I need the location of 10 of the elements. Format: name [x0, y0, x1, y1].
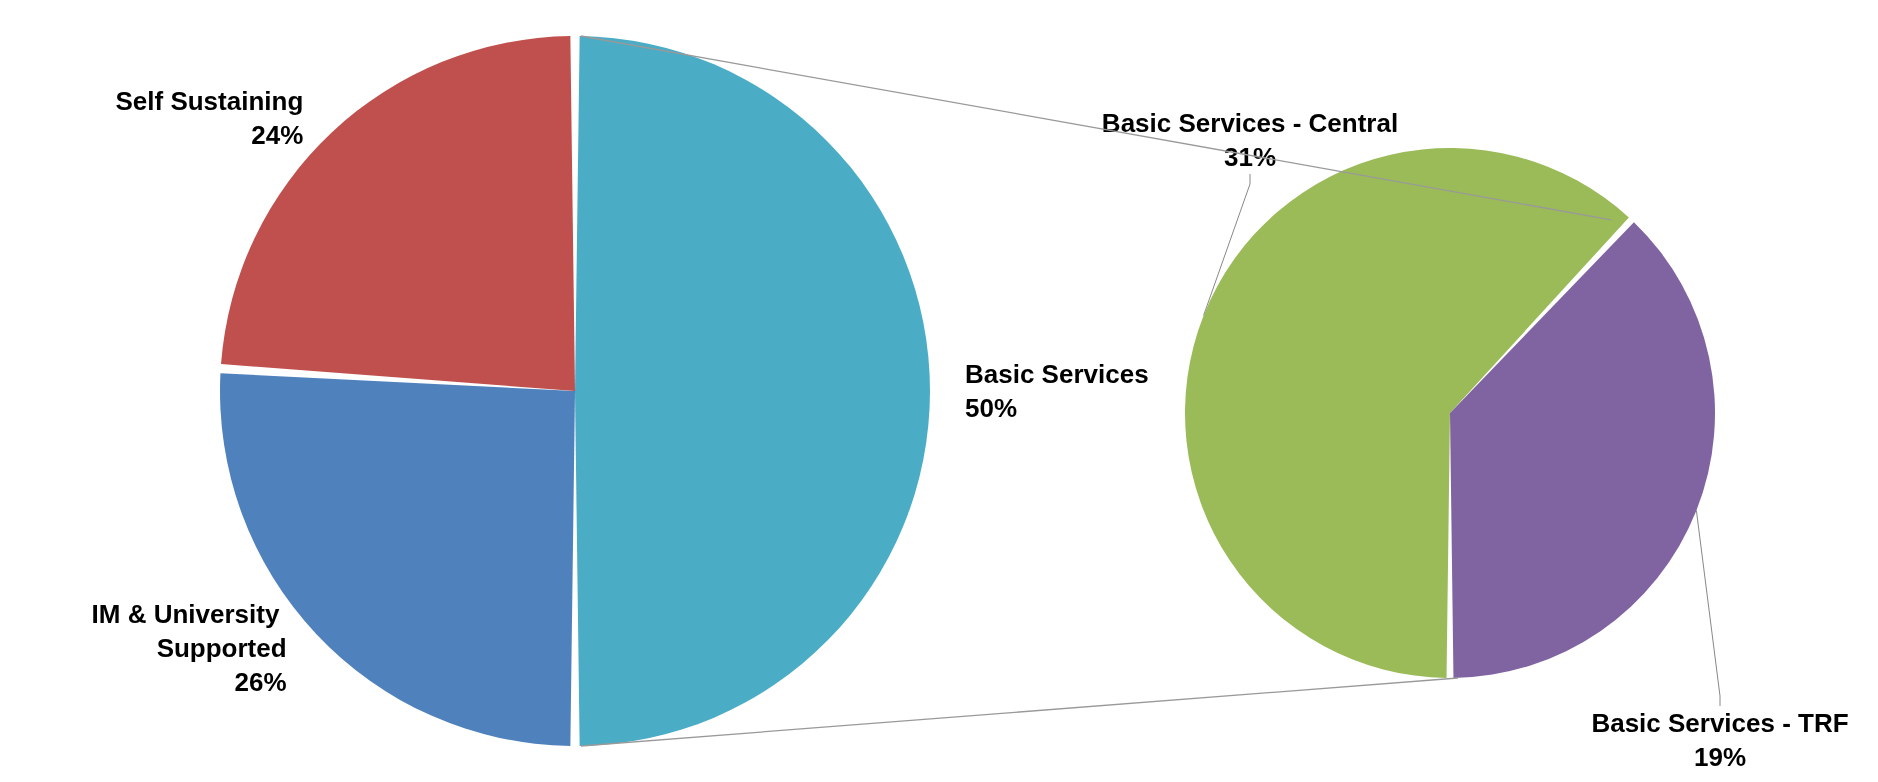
data-label: 19%: [1693, 742, 1747, 772]
data-label: 50%: [965, 393, 1018, 423]
slice-label: Basic Services - Central: [1101, 108, 1399, 138]
data-label: 31%: [1223, 142, 1277, 172]
slice-label: Basic Services: [965, 359, 1149, 389]
slice-label: Basic Services - TRF: [1591, 708, 1849, 738]
data-label: 26%: [234, 666, 287, 697]
slice-label: Self Sustaining: [115, 85, 304, 116]
slice-label: IM & University Supported: [91, 598, 287, 663]
data-label: 24%: [251, 119, 304, 150]
